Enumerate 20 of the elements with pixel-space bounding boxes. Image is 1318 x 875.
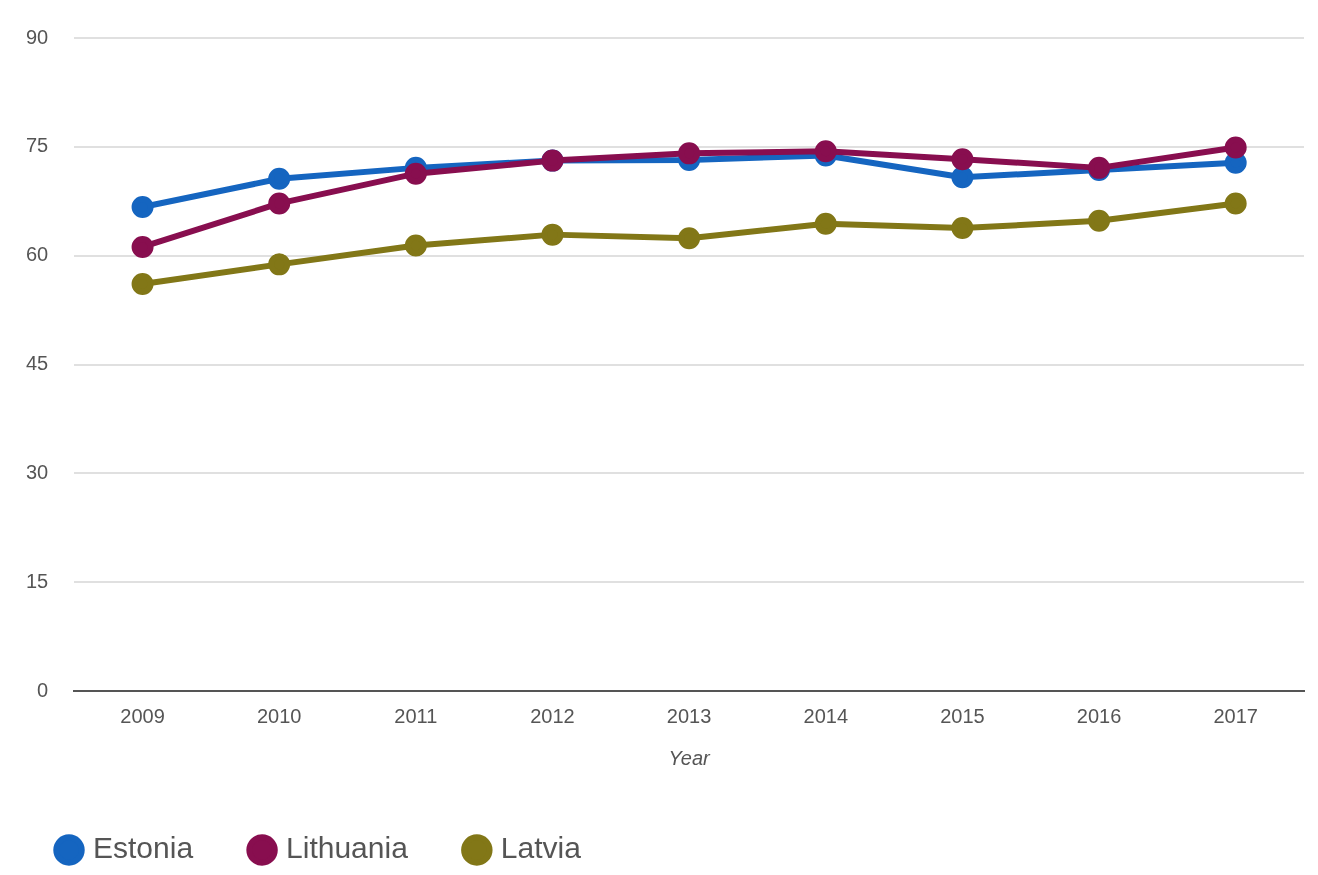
x-tick-label: 2011 [394, 704, 438, 727]
x-tick-label: 2015 [940, 704, 985, 727]
x-tick-label: 2017 [1213, 704, 1258, 727]
y-tick-label: 15 [26, 569, 49, 592]
y-tick-label: 0 [37, 678, 49, 701]
legend-label: Estonia [93, 831, 194, 865]
legend-label: Latvia [500, 831, 582, 865]
y-tick-label: 90 [26, 25, 49, 48]
y-tick-label: 60 [26, 243, 49, 266]
x-tick-label: 2009 [120, 704, 165, 727]
x-tick-label: 2010 [256, 704, 302, 727]
y-tick-label: 30 [26, 460, 49, 483]
x-tick-label: 2012 [530, 704, 575, 727]
x-axis-title: Year [668, 746, 712, 769]
x-tick-label: 2016 [1076, 704, 1122, 727]
x-tick-label: 2013 [666, 704, 712, 727]
x-tick-label: 2014 [803, 704, 849, 727]
y-tick-label: 75 [26, 134, 49, 157]
legend-label: Lithuania [286, 831, 409, 865]
y-tick-label: 45 [26, 352, 49, 375]
